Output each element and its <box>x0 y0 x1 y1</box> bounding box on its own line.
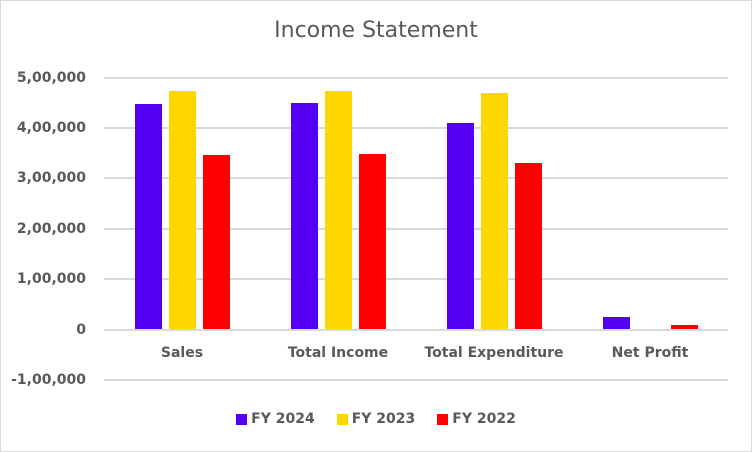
x-axis-category-label: Net Profit <box>611 345 689 361</box>
bar-fy2022[interactable] <box>358 154 386 330</box>
gridline <box>104 177 728 180</box>
bar-fy2024[interactable] <box>446 123 474 330</box>
gridline <box>104 76 728 79</box>
y-axis-tick-label: 1,00,000 <box>16 271 86 288</box>
bar-fy2022[interactable] <box>202 155 230 330</box>
bar-fy2024[interactable] <box>602 317 630 330</box>
legend-item-fy2022[interactable]: FY 2022 <box>437 411 516 427</box>
gridline <box>104 378 728 381</box>
bar-fy2022[interactable] <box>670 325 698 330</box>
y-axis-tick-label: 0 <box>76 321 86 338</box>
bar-fy2024[interactable] <box>134 103 162 330</box>
x-axis-category-label: Total Income <box>287 345 389 361</box>
x-axis-category-label: Sales <box>160 345 204 361</box>
gridline <box>104 227 728 230</box>
y-axis-tick-label: 2,00,000 <box>16 220 86 237</box>
legend-label-fy2022: FY 2022 <box>452 411 516 427</box>
gridline <box>104 328 728 331</box>
x-axis-category-label: Total Expenditure <box>424 345 564 361</box>
bar-fy2023[interactable] <box>324 91 352 330</box>
gridline <box>104 126 728 129</box>
y-axis-tick-label: -1,00,000 <box>11 371 86 388</box>
legend-swatch-fy2022 <box>437 413 449 425</box>
legend-swatch-fy2024 <box>236 413 248 425</box>
y-axis-tick-label: 5,00,000 <box>16 69 86 86</box>
bar-fy2023[interactable] <box>168 91 196 330</box>
bar-fy2023[interactable] <box>480 93 508 330</box>
gridline <box>104 278 728 281</box>
legend-item-fy2023[interactable]: FY 2023 <box>336 411 416 427</box>
legend-item-fy2024[interactable]: FY 2024 <box>236 411 315 427</box>
legend-swatch-fy2023 <box>336 413 348 425</box>
y-axis-tick-label: 4,00,000 <box>16 119 86 136</box>
bar-fy2022[interactable] <box>514 163 542 330</box>
bar-fy2024[interactable] <box>290 103 318 330</box>
y-axis-tick-label: 3,00,000 <box>16 170 86 187</box>
legend-label-fy2024: FY 2024 <box>251 411 315 427</box>
legend-label-fy2023: FY 2023 <box>351 411 416 427</box>
legend: FY 2024 FY 2023 FY 2022 <box>0 411 752 427</box>
chart-title: Income Statement <box>274 18 478 43</box>
